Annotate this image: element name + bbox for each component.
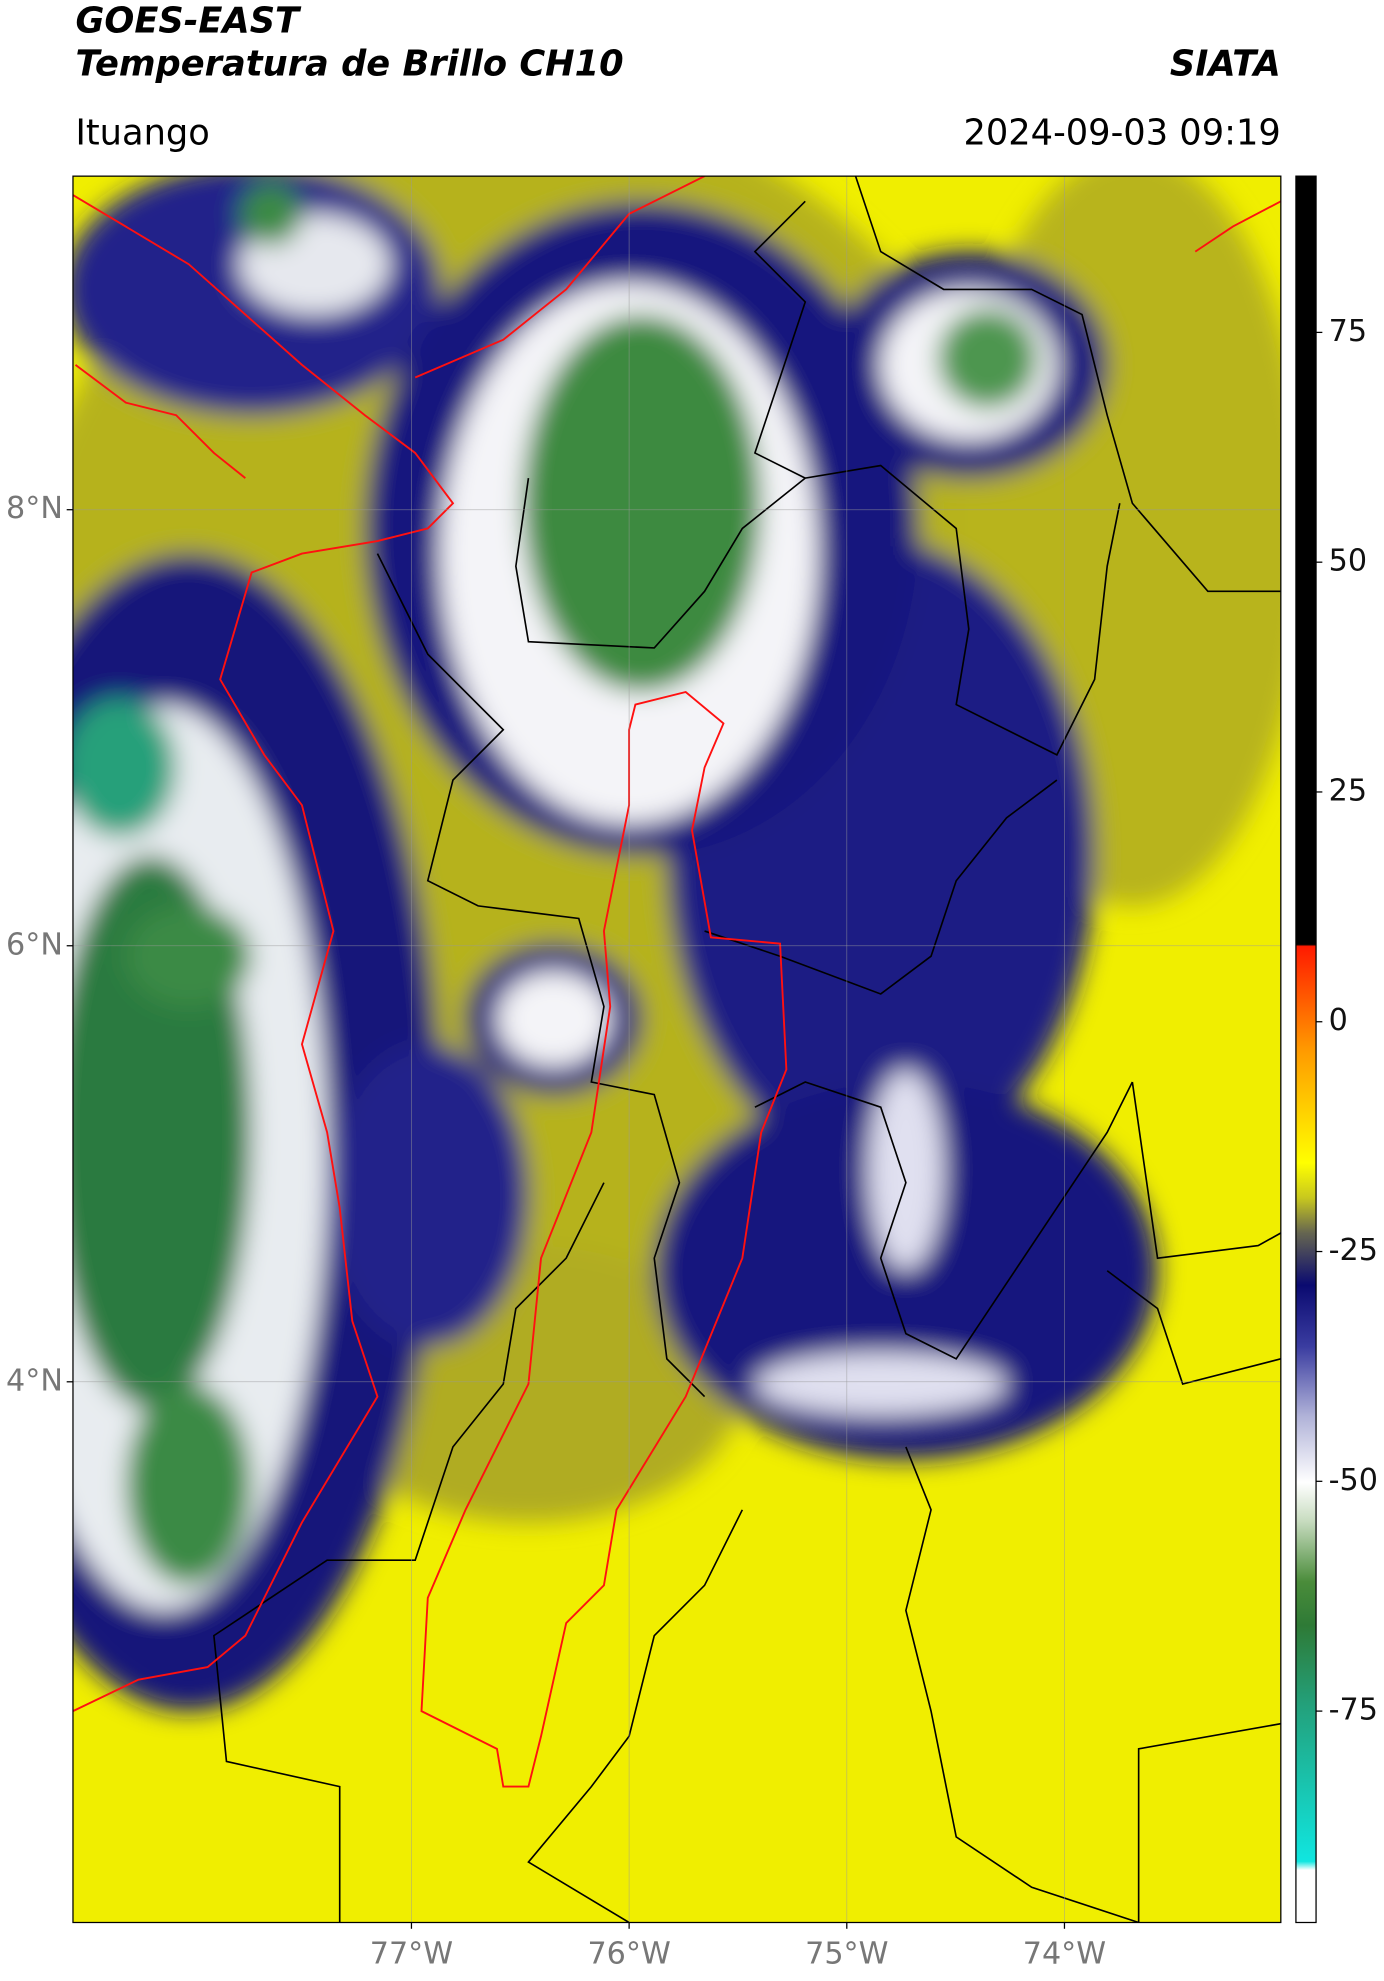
colorbar-tick-label: 25: [1329, 773, 1367, 808]
y-tick-label: 8°N: [6, 491, 63, 526]
colorbar-tick-label: -75: [1329, 1693, 1378, 1728]
colorbar-tick-label: 50: [1329, 544, 1367, 579]
x-tick-label: 75°W: [805, 1937, 888, 1972]
source: SIATA: [1170, 43, 1281, 84]
colorbar-tick-label: 75: [1329, 314, 1367, 349]
y-tick-label: 4°N: [6, 1363, 63, 1398]
colorbar-tick-label: 0: [1329, 1003, 1348, 1038]
x-tick-label: 77°W: [370, 1937, 453, 1972]
title: GOES-EAST: [75, 1, 302, 42]
timestamp: 2024-09-03 09:19: [963, 113, 1280, 154]
colorbar-tick-label: -50: [1329, 1463, 1378, 1498]
x-tick-label: 74°W: [1023, 1937, 1106, 1972]
colorbar: [1295, 175, 1317, 1924]
x-tick-label: 76°W: [587, 1937, 670, 1972]
y-tick-label: 6°N: [6, 927, 63, 962]
subtitle: Temperatura de Brillo CH10: [75, 43, 623, 84]
location: Ituango: [75, 113, 209, 154]
graticule: [72, 176, 1281, 1923]
satellite-image: [72, 176, 1281, 1923]
colorbar-tick-label: -25: [1329, 1233, 1378, 1268]
map-frame: [72, 175, 1282, 1924]
